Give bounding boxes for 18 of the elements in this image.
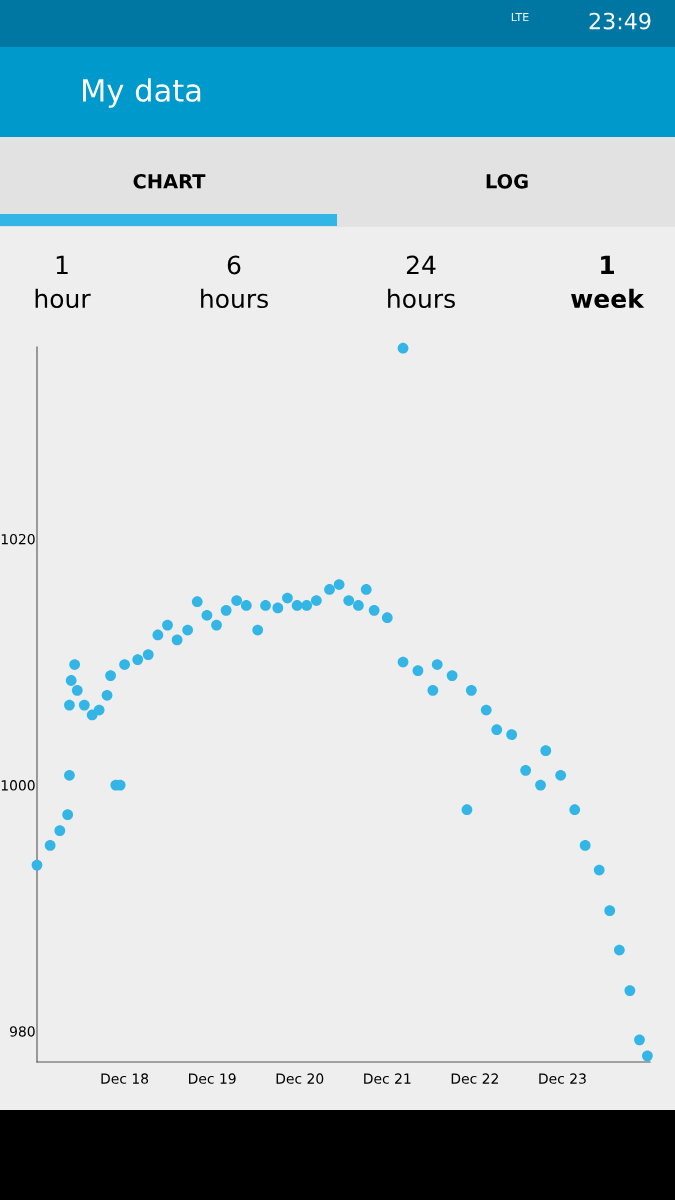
- text: 1 week: [571, 255, 645, 309]
- y-tick-label: 1020: [1, 533, 35, 545]
- x-tick-label: Dec 20: [276, 1073, 324, 1084]
- x-tick-label: Dec 21: [364, 1073, 411, 1084]
- y-tick-label: 980: [9, 1026, 35, 1037]
- x-tick-label: Dec 18: [101, 1073, 149, 1084]
- x-tick-label: Dec 19: [189, 1073, 236, 1084]
- text: 24 hours: [388, 255, 455, 309]
- chart-title: My data: [83, 78, 201, 108]
- y-tick-label: 1000: [1, 780, 35, 791]
- text: LOG: [486, 173, 528, 189]
- text: 23:49: [589, 12, 651, 30]
- text: 1 hour: [35, 255, 91, 309]
- text: LTE: [511, 12, 529, 22]
- text: 6 hours: [201, 255, 268, 309]
- text: CHART: [133, 173, 206, 189]
- x-tick-label: Dec 22: [451, 1073, 498, 1084]
- x-tick-label: Dec 23: [539, 1073, 586, 1084]
